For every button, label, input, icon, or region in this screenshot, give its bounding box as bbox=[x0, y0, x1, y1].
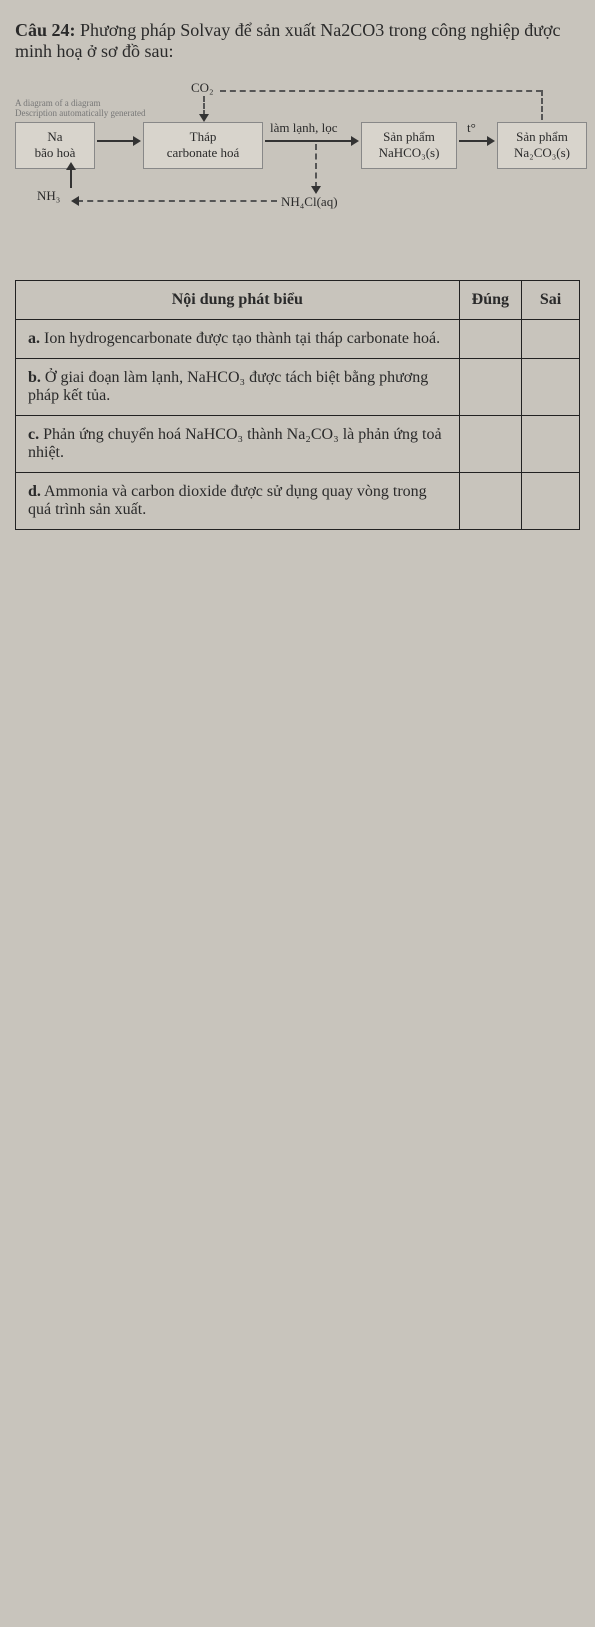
arrow-tower-nahco3 bbox=[265, 140, 353, 142]
true-cell[interactable] bbox=[459, 416, 521, 473]
header-false: Sai bbox=[522, 281, 580, 320]
nacl-prefix: Na bbox=[47, 129, 62, 144]
false-cell[interactable] bbox=[522, 359, 580, 416]
false-cell[interactable] bbox=[522, 416, 580, 473]
arrow-nh3-up bbox=[70, 168, 72, 188]
na2co3-line2: Na₂CO₃(s) bbox=[514, 145, 570, 160]
label-cool-filter: làm lạnh, lọc bbox=[270, 120, 338, 136]
arrow-head-nh3-recycle bbox=[71, 196, 79, 206]
table-row: b. Ở giai đoạn làm lạnh, NaHCO₃ được tác… bbox=[16, 359, 580, 416]
label-nh4cl: NH₄Cl(aq) bbox=[281, 194, 338, 210]
node-nahco3: Sản phẩm NaHCO₃(s) bbox=[361, 122, 457, 169]
nahco3-line2: NaHCO₃(s) bbox=[379, 145, 440, 160]
label-co2: CO₂ bbox=[191, 80, 214, 96]
node-tower: Tháp carbonate hoá bbox=[143, 122, 263, 169]
statement-text: Ammonia và carbon dioxide được sử dụng q… bbox=[28, 483, 427, 518]
false-cell[interactable] bbox=[522, 320, 580, 359]
statement-text: Ở giai đoạn làm lạnh, NaHCO₃ được tách b… bbox=[28, 369, 428, 404]
statement-cell: c. Phản ứng chuyển hoá NaHCO₃ thành Na₂C… bbox=[16, 416, 460, 473]
question-text: Phương pháp Solvay để sản xuất Na2CO3 tr… bbox=[15, 20, 561, 61]
answers-table: Nội dung phát biểu Đúng Sai a. Ion hydro… bbox=[15, 280, 580, 530]
true-cell[interactable] bbox=[459, 473, 521, 530]
arrow-head-nh3 bbox=[66, 162, 76, 170]
statement-cell: a. Ion hydrogencarbonate được tạo thành … bbox=[16, 320, 460, 359]
arrow-head-co2 bbox=[199, 114, 209, 122]
diagram-caption-1: A diagram of a diagram bbox=[15, 98, 100, 108]
table-row: a. Ion hydrogencarbonate được tạo thành … bbox=[16, 320, 580, 359]
solvay-diagram: A diagram of a diagram Description autom… bbox=[15, 80, 575, 260]
true-cell[interactable] bbox=[459, 359, 521, 416]
dashed-nh4cl-v bbox=[315, 144, 317, 188]
header-true: Đúng bbox=[459, 281, 521, 320]
arrow-nahco3-na2co3 bbox=[459, 140, 489, 142]
arrow-head-tower-nahco3 bbox=[351, 136, 359, 146]
arrow-head-nacl-tower bbox=[133, 136, 141, 146]
label-nh3: NH₃ bbox=[37, 188, 60, 204]
arrow-head-nh4cl bbox=[311, 186, 321, 194]
arrow-head-nahco3-na2co3 bbox=[487, 136, 495, 146]
table-row: d. Ammonia và carbon dioxide được sử dụn… bbox=[16, 473, 580, 530]
table-header-row: Nội dung phát biểu Đúng Sai bbox=[16, 281, 580, 320]
dashed-co2-recycle-v bbox=[541, 90, 543, 120]
true-cell[interactable] bbox=[459, 320, 521, 359]
statement-label: c. bbox=[28, 426, 39, 443]
header-content: Nội dung phát biểu bbox=[16, 281, 460, 320]
question-title: Câu 24: Phương pháp Solvay để sản xuất N… bbox=[15, 20, 580, 62]
table-row: c. Phản ứng chuyển hoá NaHCO₃ thành Na₂C… bbox=[16, 416, 580, 473]
statement-cell: d. Ammonia và carbon dioxide được sử dụn… bbox=[16, 473, 460, 530]
node-na2co3: Sản phẩm Na₂CO₃(s) bbox=[497, 122, 587, 169]
statement-label: d. bbox=[28, 483, 41, 500]
statement-cell: b. Ở giai đoạn làm lạnh, NaHCO₃ được tác… bbox=[16, 359, 460, 416]
dashed-nh3-recycle bbox=[77, 200, 277, 202]
tower-line1: Tháp bbox=[190, 129, 217, 144]
dashed-co2-recycle-h bbox=[220, 90, 542, 92]
question-number: Câu 24: bbox=[15, 20, 76, 40]
statement-label: a. bbox=[28, 330, 40, 347]
statement-label: b. bbox=[28, 369, 41, 386]
diagram-caption-2: Description automatically generated bbox=[15, 108, 145, 118]
dashed-co2 bbox=[203, 96, 205, 116]
nahco3-line1: Sản phẩm bbox=[383, 129, 435, 144]
na2co3-line1: Sản phẩm bbox=[516, 129, 568, 144]
false-cell[interactable] bbox=[522, 473, 580, 530]
arrow-nacl-tower bbox=[97, 140, 135, 142]
nacl-bao-hoa: bão hoà bbox=[35, 145, 76, 160]
tower-line2: carbonate hoá bbox=[167, 145, 240, 160]
label-to: t° bbox=[467, 120, 476, 136]
node-nacl: Na bão hoà bbox=[15, 122, 95, 169]
statement-text: Ion hydrogencarbonate được tạo thành tại… bbox=[44, 330, 440, 347]
statement-text: Phản ứng chuyển hoá NaHCO₃ thành Na₂CO₃ … bbox=[28, 426, 442, 461]
